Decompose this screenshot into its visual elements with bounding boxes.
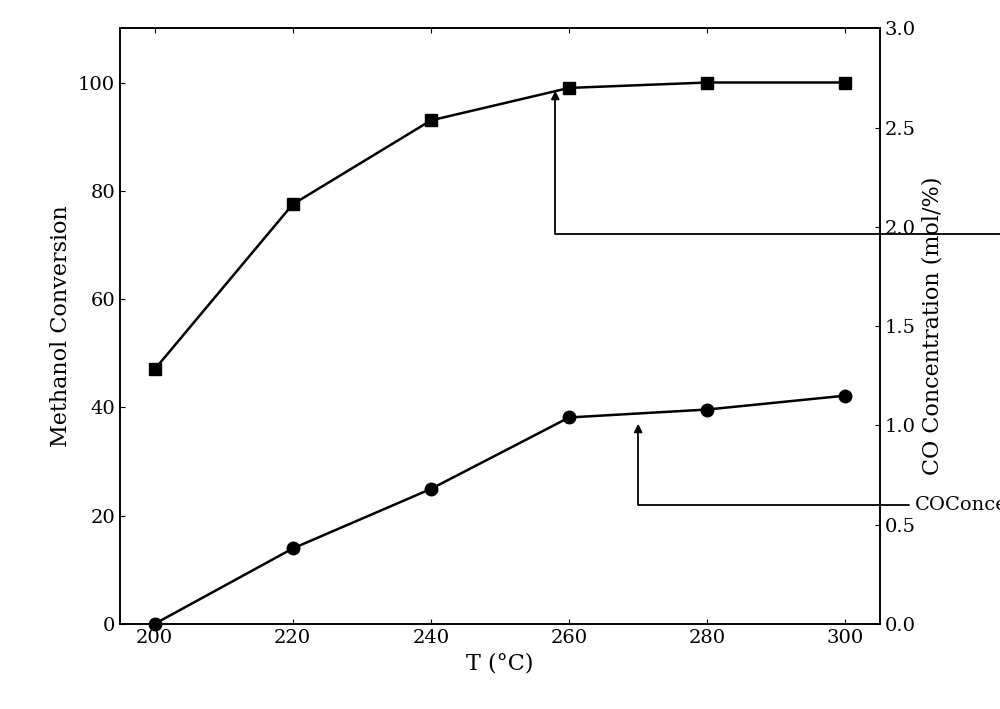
Text: Methanol Conversion: Methanol Conversion [552, 93, 1000, 243]
Y-axis label: Methanol Conversion: Methanol Conversion [50, 206, 72, 447]
Y-axis label: CO Concentration (mol/%): CO Concentration (mol/%) [922, 177, 944, 476]
X-axis label: T (°C): T (°C) [466, 652, 534, 674]
Text: COConcentration: COConcentration [635, 425, 1000, 514]
